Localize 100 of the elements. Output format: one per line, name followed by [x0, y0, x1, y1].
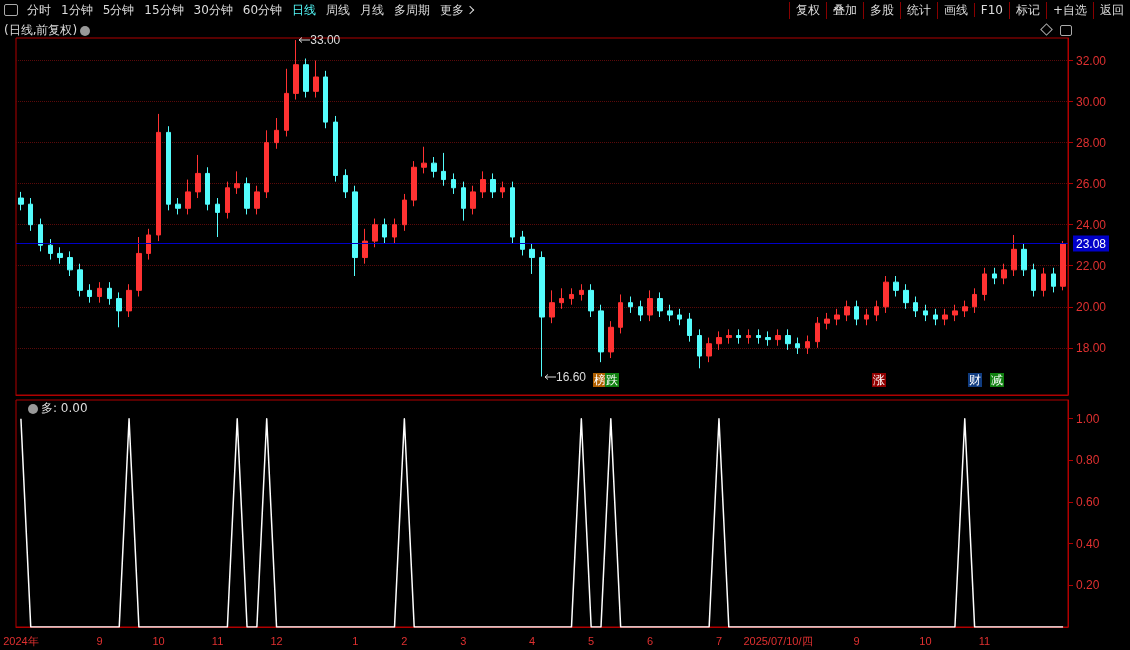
candlestick: [38, 218, 43, 252]
y-tick-label: 0.80: [1076, 453, 1100, 468]
text: 60分钟: [241, 1, 284, 19]
candlestick: [824, 312, 830, 330]
candlestick: [844, 300, 850, 322]
y-tick-label: 24.00: [1076, 217, 1107, 232]
candlestick: [362, 228, 368, 265]
y-tick-label: 22.00: [1076, 258, 1107, 273]
text: 统计: [899, 1, 937, 19]
ref-line-label: 23.08: [1076, 236, 1107, 251]
candlestick: [284, 68, 289, 137]
y-tick-label: 26.00: [1076, 176, 1107, 191]
candlestick: [598, 304, 604, 363]
candlestick: [913, 296, 918, 318]
candlestick: [815, 316, 820, 349]
candlestick: [864, 308, 869, 326]
text: 画线: [936, 1, 974, 19]
text: 标记: [1008, 1, 1046, 19]
y-tick-label: 0.40: [1076, 536, 1100, 551]
annotation: 减: [991, 373, 1003, 387]
text: 1分钟: [60, 1, 94, 19]
annotation: 33.00: [310, 33, 341, 48]
text: 日线: [291, 1, 318, 19]
candlestick: [205, 166, 210, 211]
text: 更多: [439, 1, 466, 19]
candlestick: [382, 218, 387, 244]
candlestick: [431, 156, 437, 179]
candlestick: [588, 283, 594, 318]
candlestick: [785, 328, 791, 351]
candlestick: [234, 170, 240, 195]
candlestick: [677, 308, 682, 326]
y-tick-label: 0.20: [1076, 578, 1100, 593]
candlestick: [647, 289, 653, 322]
candlestick: [706, 337, 712, 363]
text: 多周期: [393, 1, 432, 19]
y-tick-label: 30.00: [1076, 94, 1107, 109]
candlestick: [303, 58, 309, 98]
candlestick: [1031, 263, 1036, 298]
candlestick: [982, 267, 987, 302]
candlestick: [520, 230, 525, 256]
candlestick: [254, 185, 260, 215]
x-tick-label: 6: [647, 634, 654, 647]
text: 分时: [26, 1, 52, 19]
candlestick: [411, 160, 417, 207]
candlestick: [805, 335, 810, 355]
x-tick-label: 1: [352, 634, 359, 647]
x-tick-label: 2024年: [3, 634, 39, 647]
candlestick: [323, 70, 328, 129]
y-tick-label: 0.60: [1076, 495, 1100, 510]
candlestick: [461, 181, 466, 222]
y-tick-label: 1.00: [1076, 411, 1100, 426]
candlestick: [795, 337, 800, 355]
candlestick: [480, 170, 486, 199]
candlestick: [195, 154, 201, 199]
candlestick: [107, 281, 112, 306]
candlestick: [529, 242, 535, 275]
candlestick: [549, 289, 555, 324]
candlestick: [883, 275, 889, 314]
x-tick-label: 2025/07/10/四: [743, 634, 813, 647]
text: 多股: [862, 1, 900, 19]
x-tick-label: 2: [401, 634, 408, 647]
candlestick: [451, 172, 456, 195]
text: F10: [973, 3, 1009, 17]
x-tick-label: 11: [978, 634, 991, 647]
candlestick: [746, 328, 751, 345]
x-tick-label: 10: [919, 634, 932, 647]
candlestick: [1021, 242, 1027, 277]
candlestick: [274, 117, 279, 150]
candlestick: [48, 238, 53, 261]
candlestick: [874, 300, 879, 322]
x-tick-label: 9: [96, 634, 103, 647]
candlestick: [441, 152, 446, 187]
candlestick: [490, 172, 496, 199]
candlestick: [736, 328, 741, 345]
candlestick: [697, 328, 702, 369]
candlestick: [166, 125, 171, 211]
candlestick: [1041, 267, 1046, 298]
candlestick: [923, 304, 928, 322]
candlestick: [559, 287, 564, 310]
annotation: 涨: [873, 373, 885, 387]
x-tick-label: 11: [211, 634, 224, 647]
candlestick: [569, 287, 574, 306]
candlestick: [962, 300, 968, 318]
candlestick: [87, 283, 92, 304]
x-tick-label: 5: [588, 634, 595, 647]
candlestick: [392, 218, 397, 244]
candlestick: [933, 308, 938, 326]
chart-title: 多: 0.00: [41, 400, 88, 417]
candlestick: [579, 283, 584, 302]
x-tick-label: 10: [152, 634, 165, 647]
candlestick: [1001, 263, 1007, 285]
candlestick: [333, 115, 338, 183]
y-tick-label: 32.00: [1076, 53, 1107, 68]
candlestick: [667, 304, 673, 322]
candlestick: [1011, 234, 1017, 277]
y-tick-label: 20.00: [1076, 299, 1107, 314]
candlestick: [716, 330, 722, 351]
candlestick: [775, 328, 781, 347]
candlestick: [215, 197, 220, 238]
candlestick: [225, 181, 230, 220]
